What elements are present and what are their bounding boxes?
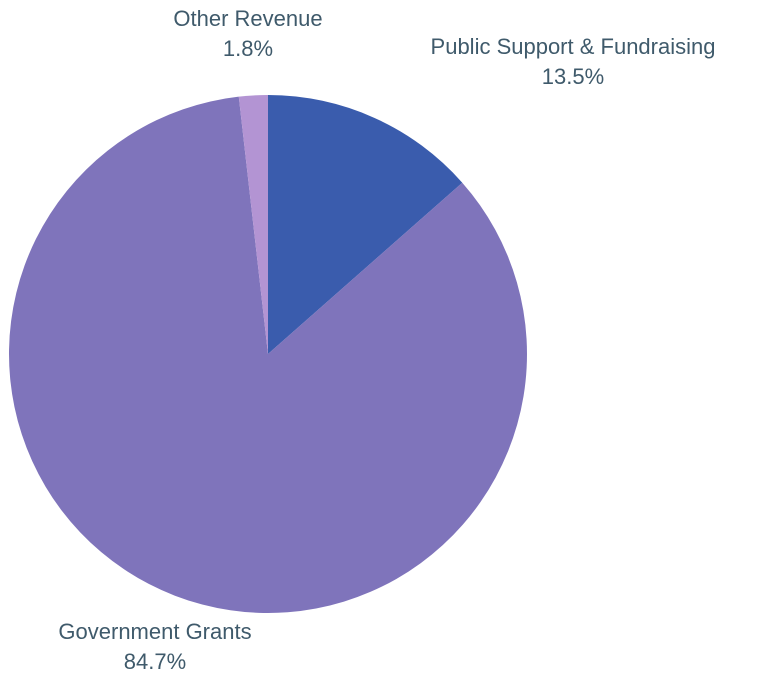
slice-percent-other-revenue: 1.8% (223, 36, 273, 61)
pie-slice-public-support-fundraising (268, 95, 463, 354)
slice-percent-government-grants: 84.7% (124, 649, 186, 674)
labels-layer: Public Support & Fundraising 13.5% Governm… (58, 6, 715, 674)
slice-label-government-grants: Government Grants (58, 619, 251, 644)
slice-percent-public-support-fundraising: 13.5% (542, 64, 604, 89)
slice-label-other-revenue: Other Revenue (173, 6, 322, 31)
slice-label-public-support-fundraising: Public Support & Fundraising (431, 34, 716, 59)
pie-slice-other-revenue (238, 94, 268, 354)
slices-layer (8, 94, 527, 613)
pie-slice-government-grants (8, 96, 527, 613)
